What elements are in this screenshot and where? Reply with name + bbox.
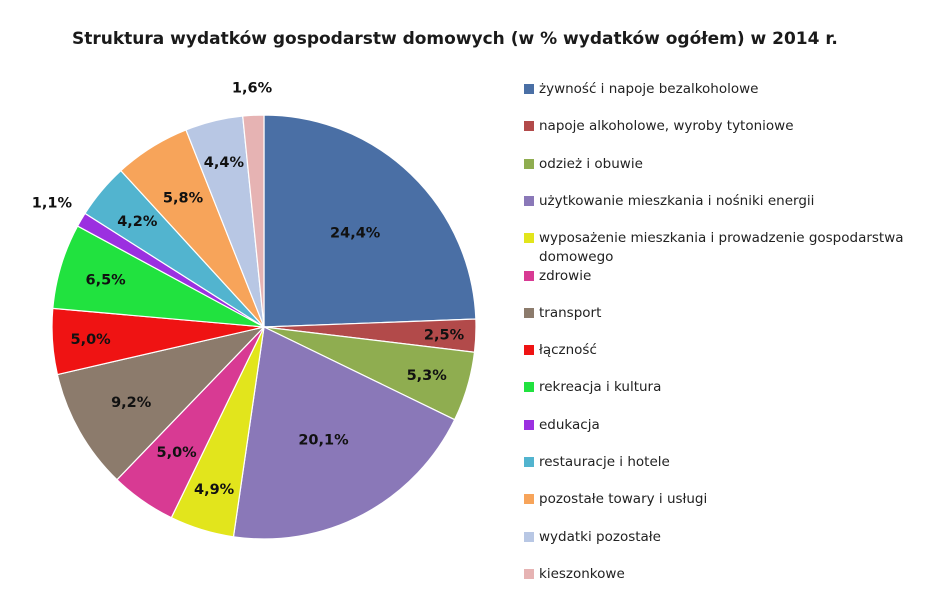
legend-label: napoje alkoholowe, wyroby tytoniowe (539, 118, 794, 135)
slice-label-12: 4,4% (204, 155, 245, 171)
legend-label: wydatki pozostałe (539, 528, 661, 545)
slice-label-2: 5,3% (407, 368, 448, 384)
legend-swatch (524, 568, 534, 579)
legend-item: żywność i napoje bezalkoholowe (524, 80, 939, 99)
pie-slice-3 (232, 326, 456, 540)
legend-swatch (524, 345, 534, 356)
legend-swatch (524, 195, 534, 206)
pie-slice-0 (263, 114, 477, 328)
legend-item: użytkowanie mieszkania i nośniki energii (524, 192, 939, 211)
legend-label: użytkowanie mieszkania i nośniki energii (539, 192, 815, 209)
legend-label: żywność i napoje bezalkoholowe (539, 81, 759, 97)
legend-item: kieszonkowe (524, 565, 939, 584)
legend-swatch (524, 419, 534, 430)
legend-item: pozostałe towary i usługi (524, 490, 939, 509)
pie-slice-13 (242, 114, 265, 328)
legend-item: transport (524, 304, 939, 323)
slice-label-11: 5,8% (163, 191, 204, 207)
legend-swatch (524, 494, 534, 505)
legend-item: wydatki pozostałe (524, 528, 939, 547)
legend-label: wyposażenie mieszkania i prowadzenie gos… (539, 230, 904, 266)
slice-label-3: 20,1% (298, 432, 349, 448)
legend-item: wyposażenie mieszkania i prowadzenie gos… (524, 229, 939, 267)
legend-label: kieszonkowe (539, 565, 625, 582)
legend-item: rekreacja i kultura (524, 378, 939, 397)
slice-label-8: 6,5% (85, 272, 126, 288)
legend-swatch (524, 84, 534, 94)
legend-label: odzież i obuwie (539, 155, 643, 172)
pie-slice-6 (56, 325, 266, 481)
pie-labels: 24,4% 2,5% 5,3% 20,1% 4,9% 5,0% 9,2% 5,0% 6,5% 1,… (32, 81, 465, 498)
legend-swatch (524, 121, 534, 132)
slice-label-0: 24,4% (330, 225, 381, 241)
slice-label-13: 1,6% (232, 81, 273, 97)
legend-swatch (524, 233, 534, 244)
chart-title: Struktura wydatków gospodarstw domowych … (72, 29, 838, 49)
legend-label: pozostałe towary i usługi (539, 491, 708, 508)
legend-item: odzież i obuwie (524, 155, 939, 174)
slice-label-10: 4,2% (117, 214, 158, 230)
legend-item: napoje alkoholowe, wyroby tytoniowe (524, 117, 939, 136)
legend-swatch (524, 382, 534, 393)
slice-label-9: 1,1% (32, 196, 73, 212)
legend-swatch (524, 531, 534, 542)
slice-label-7: 5,0% (70, 332, 111, 348)
legend-swatch (524, 307, 534, 318)
slice-label-6: 9,2% (111, 395, 152, 411)
legend-item: edukacja (524, 416, 939, 435)
slice-label-1: 2,5% (424, 327, 465, 343)
legend-item: restauracje i hotele (524, 453, 939, 472)
legend-label: transport (539, 304, 602, 321)
pie-slices (51, 114, 477, 540)
legend-item: łączność (524, 341, 939, 360)
slice-label-4: 4,9% (194, 482, 235, 498)
legend-label: restauracje i hotele (539, 454, 670, 470)
slice-label-5: 5,0% (156, 445, 197, 461)
legend-label: łączność (539, 342, 597, 359)
legend-swatch (524, 457, 534, 467)
legend-swatch (524, 158, 534, 169)
legend-label: rekreacja i kultura (539, 379, 662, 396)
legend-swatch (524, 270, 534, 281)
legend-label: edukacja (539, 416, 600, 433)
legend-label: zdrowie (539, 267, 592, 284)
legend-item: zdrowie (524, 267, 939, 286)
